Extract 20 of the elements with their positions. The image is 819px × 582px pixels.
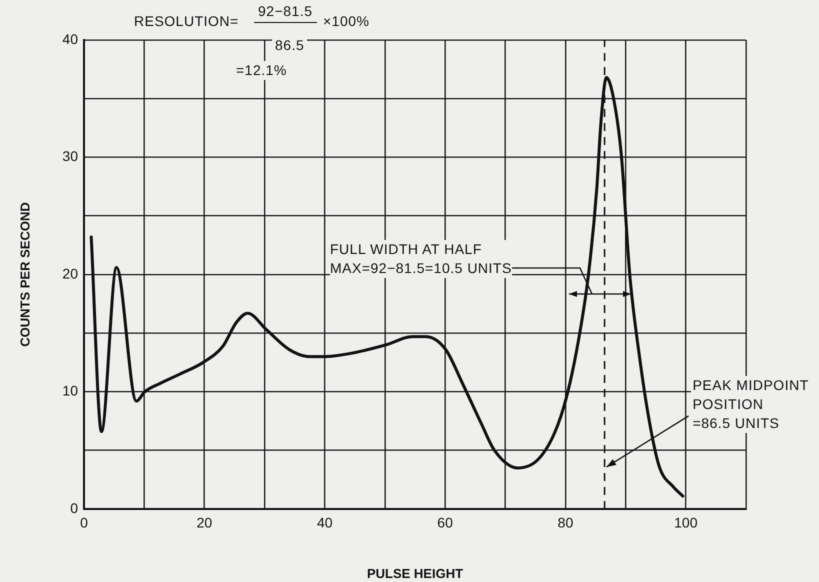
x-tick-label: 80	[558, 514, 574, 530]
y-tick-label: 30	[62, 148, 78, 164]
y-tick-label: 10	[62, 382, 78, 399]
y-tick-label: 40	[62, 30, 78, 47]
text: RESOLUTION=	[134, 12, 239, 31]
y-axis-title: COUNTS PER SECOND	[17, 202, 32, 347]
x-tick-label: 0	[80, 514, 88, 530]
x-tick-label: 100	[674, 514, 698, 530]
y-tick-label: 20	[62, 265, 78, 282]
text: ×100%	[323, 12, 370, 31]
x-axis-title: PULSE HEIGHT	[366, 566, 464, 581]
x-tick-label: 20	[196, 514, 212, 530]
annotation: 86.5	[272, 36, 308, 55]
x-tick-label: 40	[316, 514, 333, 530]
text: 92−81.5	[254, 2, 316, 23]
annotation: PEAK MIDPOINT POSITION =86.5 UNITS	[690, 376, 811, 433]
annotation: =12.1%	[233, 61, 290, 80]
x-tick-label: 60	[437, 514, 454, 530]
annotation: FULL WIDTH AT HALF MAX=92−81.5=10.5 UNITS	[330, 240, 512, 278]
y-tick-label: 0	[70, 500, 78, 516]
